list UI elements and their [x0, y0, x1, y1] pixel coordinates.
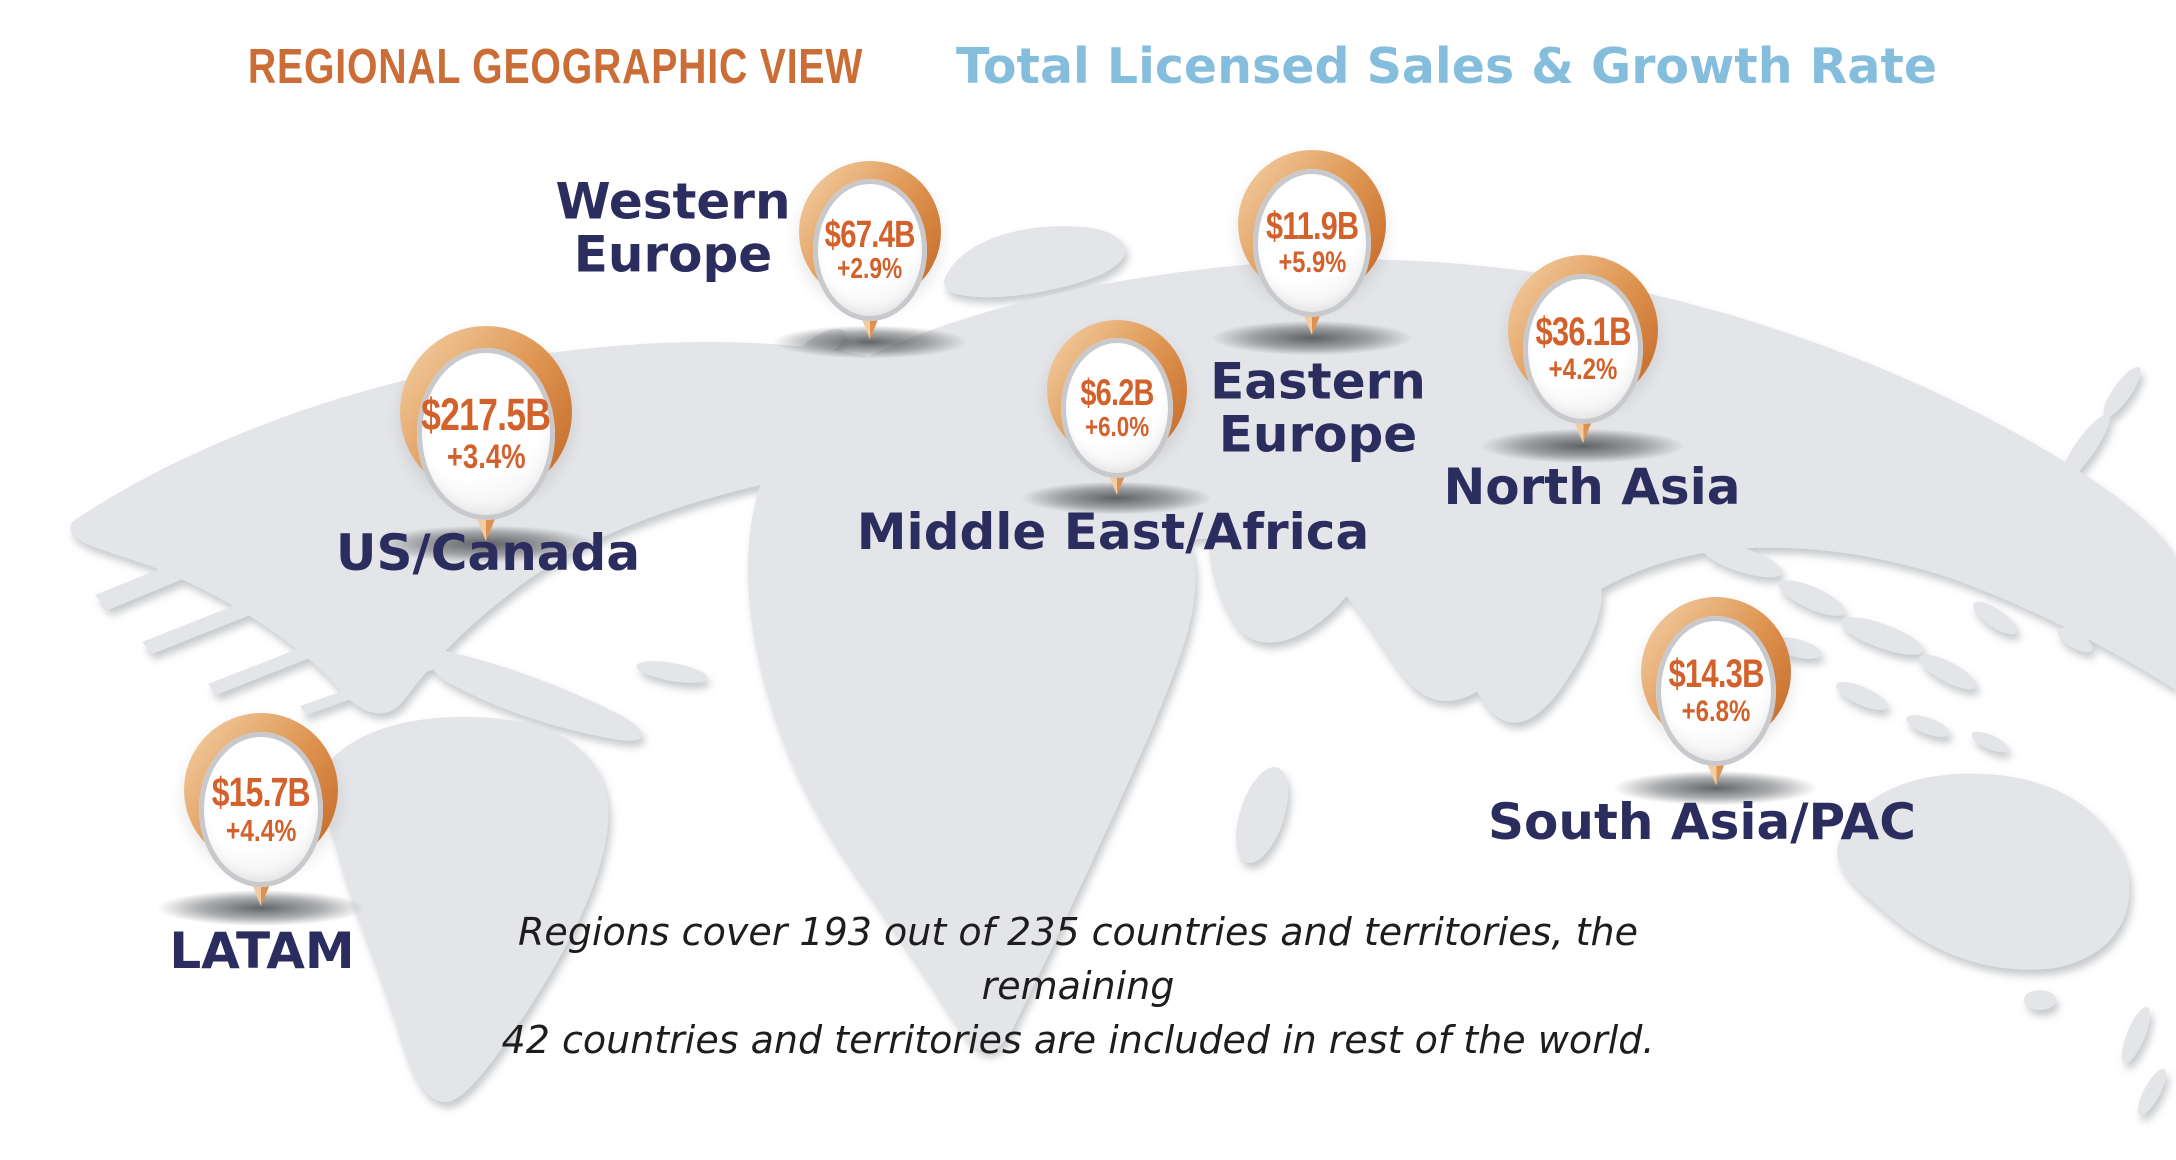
sales-value-south-asia-pac: $14.3B: [1668, 651, 1764, 696]
page-title: REGIONAL GEOGRAPHIC VIEW Total Licensed S…: [0, 38, 2176, 95]
map-pin-middle-east-africa: $6.2B +6.0%: [1047, 320, 1187, 495]
sales-value-north-asia: $36.1B: [1535, 309, 1631, 354]
map-pin-south-asia-pac: $14.3B +6.8%: [1641, 597, 1791, 785]
title-sales-growth: Total Licensed Sales & Growth Rate: [955, 38, 1938, 95]
growth-value-eastern-europe: +5.9%: [1278, 245, 1346, 279]
map-pin-north-asia: $36.1B +4.2%: [1508, 255, 1658, 443]
map-pin-eastern-europe: $11.9B +5.9%: [1238, 150, 1386, 335]
growth-value-us-canada: +3.4%: [446, 437, 526, 476]
sales-value-latam: $15.7B: [212, 769, 311, 816]
region-label-eastern-europe: Eastern Europe: [1210, 352, 1426, 463]
map-pin-latam: $15.7B +4.4%: [184, 713, 338, 906]
region-label-north-asia: North Asia: [1443, 457, 1741, 516]
sales-value-middle-east-africa: $6.2B: [1080, 370, 1154, 413]
region-label-middle-east-africa: Middle East/Africa: [856, 502, 1370, 561]
footnote-line-1: Regions cover 193 out of 235 countries a…: [518, 910, 1638, 1008]
region-label-western-europe: Western Europe: [555, 172, 791, 283]
pin-face: $36.1B +4.2%: [1523, 273, 1643, 425]
pin-face: $15.7B +4.4%: [199, 732, 323, 887]
sales-value-us-canada: $217.5B: [421, 388, 552, 440]
pin-face: $14.3B +6.8%: [1656, 615, 1776, 767]
growth-value-latam: +4.4%: [225, 812, 297, 848]
region-label-south-asia-pac: South Asia/PAC: [1488, 792, 1916, 851]
map-pin-us-canada: $217.5B +3.4%: [400, 326, 572, 541]
growth-value-western-europe: +2.9%: [837, 253, 903, 286]
sales-value-eastern-europe: $11.9B: [1265, 203, 1359, 248]
title-geographic-view: REGIONAL GEOGRAPHIC VIEW: [247, 40, 864, 94]
growth-value-middle-east-africa: +6.0%: [1084, 410, 1150, 442]
pin-face: $217.5B +3.4%: [417, 347, 555, 520]
pin-face: $67.4B +2.9%: [813, 178, 927, 322]
pin-face: $11.9B +5.9%: [1252, 168, 1372, 317]
map-pin-western-europe: $67.4B +2.9%: [799, 161, 941, 339]
pin-face: $6.2B +6.0%: [1061, 337, 1173, 478]
region-label-us-canada: US/Canada: [335, 523, 641, 582]
footnote-line-2: 42 countries and territories are include…: [501, 1017, 1655, 1062]
growth-value-north-asia: +4.2%: [1548, 353, 1618, 387]
sales-value-western-europe: $67.4B: [825, 212, 916, 255]
region-label-latam: LATAM: [169, 921, 355, 980]
growth-value-south-asia-pac: +6.8%: [1681, 695, 1751, 729]
coverage-footnote: Regions cover 193 out of 235 countries a…: [428, 906, 1728, 1068]
